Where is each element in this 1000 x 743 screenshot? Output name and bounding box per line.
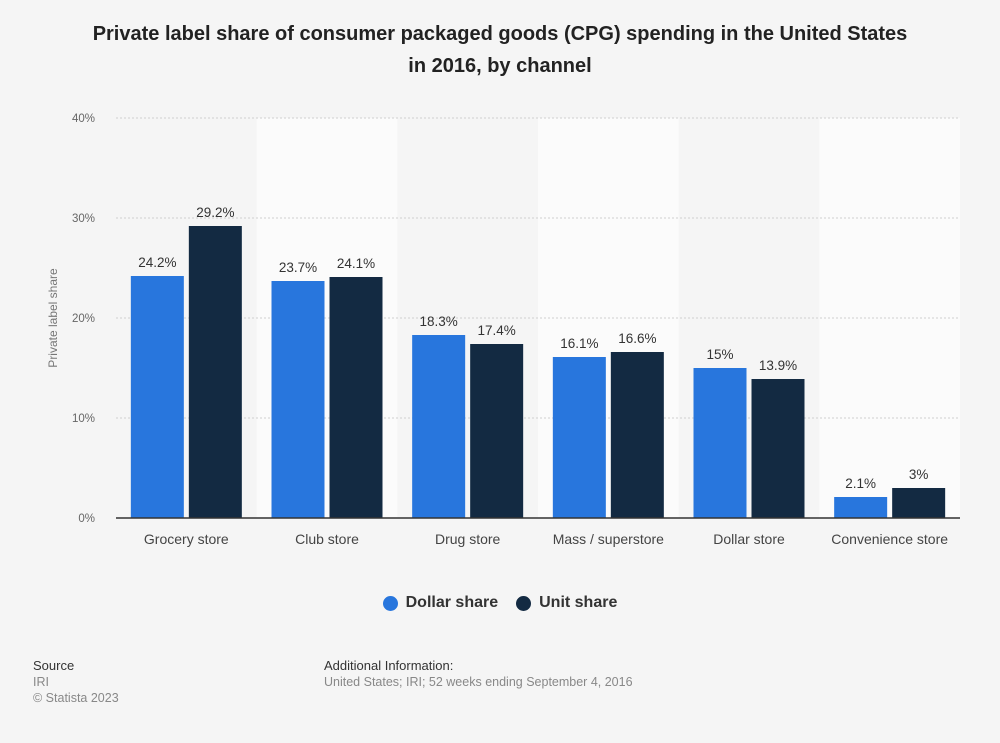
y-tick-label: 0% xyxy=(78,513,95,525)
bar-dollar-share[interactable] xyxy=(693,368,747,518)
y-tick-label: 10% xyxy=(72,413,95,425)
y-axis-label: Private label share xyxy=(46,268,60,368)
data-label: 23.7% xyxy=(279,260,317,275)
additional-info-block: Additional Information: United States; I… xyxy=(324,658,633,690)
bar-dollar-share[interactable] xyxy=(130,276,184,518)
data-label: 17.4% xyxy=(478,323,516,338)
x-tick-label: Drug store xyxy=(435,531,501,547)
data-label: 24.2% xyxy=(138,255,176,270)
additional-info-text: United States; IRI; 52 weeks ending Sept… xyxy=(324,675,633,689)
chart-title-line-1: Private label share of consumer packaged… xyxy=(92,23,908,45)
data-label: 29.2% xyxy=(196,205,234,220)
bar-dollar-share[interactable] xyxy=(271,281,325,518)
legend-item-unit-share[interactable]: Unit share xyxy=(516,594,617,612)
legend-label-unit-share: Unit share xyxy=(539,594,618,611)
bar-unit-share[interactable] xyxy=(470,344,524,518)
bar-dollar-share[interactable] xyxy=(552,357,606,518)
bar-dollar-share[interactable] xyxy=(412,335,466,518)
bar-unit-share[interactable] xyxy=(751,379,805,518)
data-label: 13.9% xyxy=(759,358,797,373)
bar-unit-share[interactable] xyxy=(329,277,383,518)
x-tick-label: Grocery store xyxy=(144,531,229,547)
data-label: 15% xyxy=(706,347,733,362)
bar-unit-share[interactable] xyxy=(188,226,242,518)
data-label: 16.6% xyxy=(618,331,656,346)
bar-dollar-share[interactable] xyxy=(834,497,888,518)
data-label: 16.1% xyxy=(560,336,598,351)
legend-swatch-unit-share xyxy=(516,595,532,611)
y-tick-label: 20% xyxy=(72,313,95,325)
source-block: Source IRI © Statista 2023 xyxy=(33,658,119,706)
y-tick-label: 40% xyxy=(72,113,95,125)
x-tick-label: Club store xyxy=(295,531,359,547)
data-label: 18.3% xyxy=(420,314,458,329)
y-tick-label: 30% xyxy=(72,213,95,225)
data-label: 3% xyxy=(909,467,929,482)
legend-item-dollar-share[interactable]: Dollar share xyxy=(382,594,499,612)
source-name[interactable]: IRI xyxy=(33,675,49,689)
x-tick-label: Dollar store xyxy=(713,531,785,547)
legend-label-dollar-share: Dollar share xyxy=(405,594,499,611)
additional-info-heading: Additional Information: xyxy=(324,658,454,673)
data-label: 2.1% xyxy=(845,476,876,491)
bar-unit-share[interactable] xyxy=(610,352,664,518)
copyright-text: © Statista 2023 xyxy=(33,691,119,705)
source-heading: Source xyxy=(33,658,75,673)
chart-legend: Dollar share Unit share xyxy=(0,594,1000,612)
legend-swatch-dollar-share xyxy=(382,595,398,611)
x-tick-label: Mass / superstore xyxy=(553,531,664,547)
x-tick-label: Convenience store xyxy=(831,531,948,547)
chart-title-line-2: in 2016, by channel xyxy=(408,55,592,77)
bar-chart: 0% 10% 20% 30% 40% Private label share 24.2% 29… xyxy=(46,113,960,547)
data-label: 24.1% xyxy=(337,256,375,271)
chart-title: Private label share of consumer packaged… xyxy=(40,18,960,82)
bar-unit-share[interactable] xyxy=(892,488,946,518)
